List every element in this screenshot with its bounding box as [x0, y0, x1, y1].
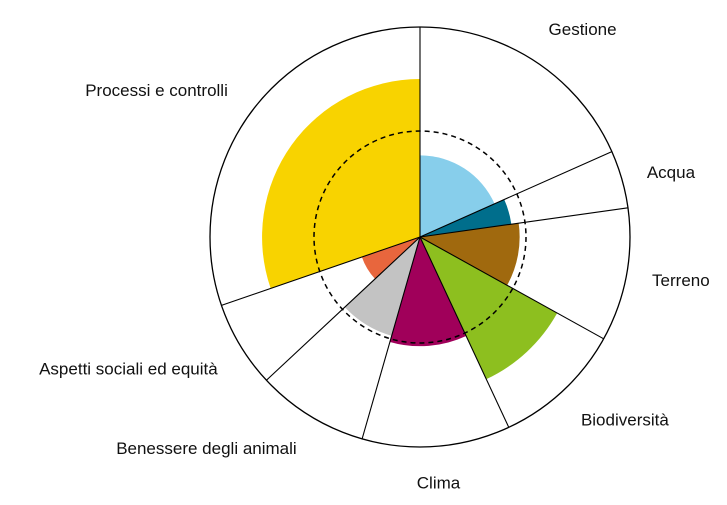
wedge-layer [262, 79, 558, 380]
wedge-benessere-degli-animali [344, 237, 420, 336]
grid-layer [209, 26, 631, 448]
wedge-terreno [420, 223, 520, 286]
wedge-aspetti-sociali-ed-equita [361, 237, 420, 279]
wedge-processi-e-controlli [262, 79, 420, 289]
wedge-gestione [420, 155, 495, 237]
wedge-biodiversita [420, 237, 558, 380]
divider-biodiversita [419, 236, 604, 340]
divider-processi-e-controlli [221, 236, 421, 306]
label-processi-e-controlli: Processi e controlli [85, 81, 228, 100]
divider-acqua [419, 151, 613, 238]
wedge-clima [389, 237, 467, 347]
wedge-acqua [420, 199, 512, 237]
label-biodiversita: Biodiversità [581, 411, 669, 430]
label-acqua: Acqua [647, 163, 696, 182]
label-benessere-degli-animali: Benessere degli animali [116, 439, 297, 458]
label-gestione: Gestione [549, 20, 617, 39]
label-layer: Gestione Acqua Terreno Biodiversità Clima Ben… [39, 20, 710, 492]
divider-terreno [419, 207, 629, 238]
divider-clima [419, 236, 510, 428]
divider-benessere-degli-animali [361, 236, 421, 440]
label-clima: Clima [417, 473, 461, 492]
label-aspetti-sociali-ed-equita: Aspetti sociali ed equità [39, 360, 218, 379]
label-terreno: Terreno [652, 271, 710, 290]
divider-aspetti-sociali-ed-equita [266, 236, 421, 381]
